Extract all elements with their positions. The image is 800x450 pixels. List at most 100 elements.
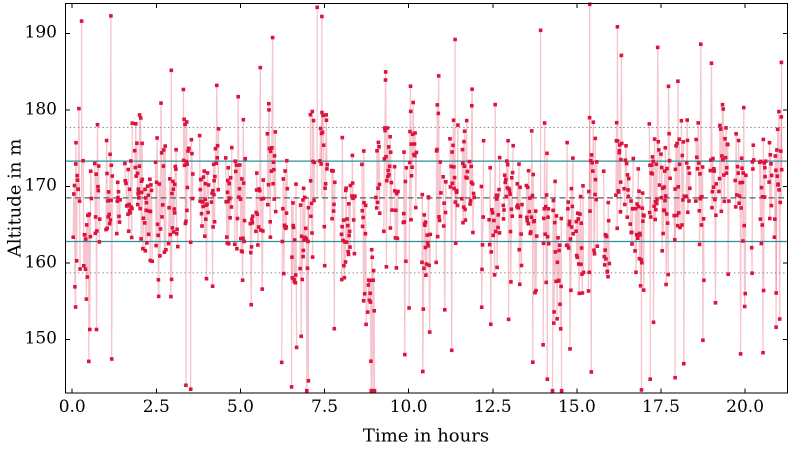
data-point <box>143 187 147 192</box>
sample-burst-line <box>134 114 145 249</box>
data-point <box>502 173 507 177</box>
data-point <box>261 196 266 201</box>
data-point <box>258 188 262 193</box>
data-point <box>734 132 738 136</box>
data-point <box>603 248 607 252</box>
data-point <box>159 101 163 105</box>
data-point <box>117 220 122 224</box>
data-point <box>229 205 234 209</box>
data-point <box>713 301 718 305</box>
data-point <box>110 174 115 178</box>
data-point <box>106 199 110 203</box>
data-point <box>758 217 763 221</box>
data-point <box>412 142 417 146</box>
data-point <box>362 292 367 296</box>
data-point <box>506 138 510 143</box>
data-point <box>760 223 764 227</box>
data-point <box>320 14 324 19</box>
data-point <box>158 254 162 258</box>
data-point <box>383 78 388 82</box>
data-point <box>105 226 109 231</box>
data-point <box>408 129 412 134</box>
data-point <box>227 196 232 201</box>
data-point <box>453 37 457 42</box>
data-point <box>519 232 523 236</box>
data-point <box>462 139 466 144</box>
data-point <box>128 211 132 215</box>
data-point <box>367 278 372 283</box>
data-point <box>320 110 324 115</box>
data-point <box>173 164 178 169</box>
data-point <box>557 243 562 247</box>
data-point <box>134 174 138 178</box>
data-point <box>777 188 781 192</box>
data-point <box>637 256 642 261</box>
data-point <box>123 161 127 166</box>
data-point <box>226 166 231 170</box>
data-point <box>681 140 686 144</box>
data-point <box>233 159 237 163</box>
data-point <box>186 149 190 153</box>
data-point <box>588 158 593 163</box>
data-point <box>494 197 499 201</box>
data-point <box>266 182 271 187</box>
data-point <box>382 126 387 130</box>
sample-burst-line <box>565 142 574 349</box>
data-point <box>779 149 783 153</box>
data-point <box>305 388 309 393</box>
data-point <box>341 218 346 222</box>
data-point <box>130 121 135 125</box>
data-point <box>82 264 86 268</box>
data-point <box>171 187 176 191</box>
data-point <box>774 325 778 329</box>
data-point <box>516 203 520 207</box>
sample-burst-line <box>234 96 246 281</box>
data-point <box>698 172 702 176</box>
data-point <box>216 187 221 192</box>
data-point <box>230 145 234 150</box>
data-point <box>240 177 244 181</box>
data-point <box>292 277 296 282</box>
data-point <box>88 327 92 332</box>
data-point <box>394 208 398 213</box>
data-point <box>153 160 158 164</box>
data-point <box>291 201 295 205</box>
data-point <box>675 141 679 146</box>
data-point <box>587 115 592 120</box>
data-point <box>382 157 387 161</box>
data-point <box>511 143 515 148</box>
sample-burst-line <box>695 44 705 341</box>
data-point <box>115 231 119 236</box>
data-point <box>351 218 356 222</box>
data-point <box>443 308 447 312</box>
data-point <box>510 176 514 180</box>
data-point <box>664 212 669 216</box>
data-point <box>587 2 592 7</box>
data-point <box>74 259 79 263</box>
data-point <box>158 227 163 231</box>
data-point <box>387 173 391 177</box>
x-tick-label-5.0: 5.0 <box>226 397 254 417</box>
data-point <box>655 45 660 50</box>
data-point <box>93 231 98 236</box>
data-point <box>343 260 348 264</box>
data-point <box>463 207 467 212</box>
data-point <box>375 200 380 205</box>
data-point <box>640 191 645 195</box>
data-point <box>388 226 393 230</box>
data-point <box>273 209 278 214</box>
data-point <box>672 213 676 218</box>
data-point <box>518 185 522 190</box>
data-point <box>497 231 502 235</box>
data-point <box>654 207 658 212</box>
sample-burst-line <box>516 164 523 285</box>
data-point <box>426 195 431 200</box>
data-point <box>159 151 164 155</box>
data-point <box>775 148 779 152</box>
data-point <box>490 211 495 215</box>
data-point <box>574 253 579 258</box>
data-point <box>387 164 392 169</box>
data-point <box>481 138 486 143</box>
data-point <box>226 199 230 204</box>
data-point <box>388 150 393 154</box>
